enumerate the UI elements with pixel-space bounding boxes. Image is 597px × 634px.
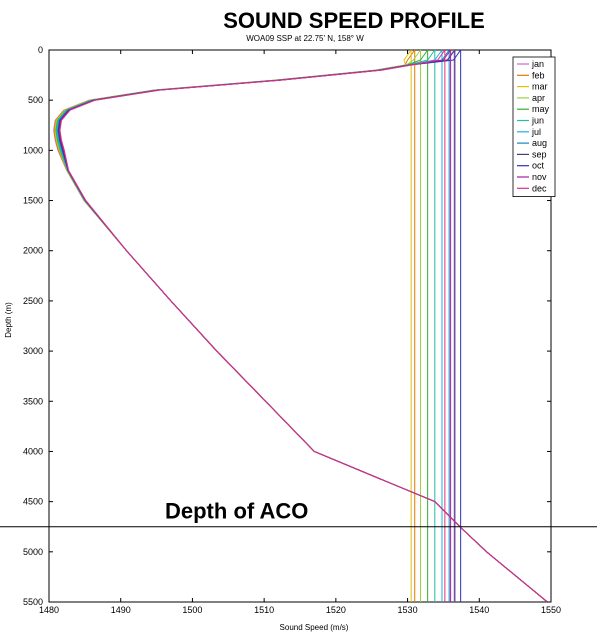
y-tick-label: 5000	[23, 547, 43, 557]
series-line-dec	[59, 49, 548, 603]
legend-label-jul: jul	[531, 127, 541, 137]
y-tick-label: 4500	[23, 497, 43, 507]
y-tick-label: 3000	[23, 346, 43, 356]
legend-label-feb: feb	[532, 70, 545, 80]
y-tick-label: 5500	[23, 597, 43, 607]
x-tick-label: 1480	[39, 605, 59, 615]
x-tick-label: 1510	[254, 605, 274, 615]
y-tick-label: 0	[38, 45, 43, 55]
y-tick-label: 3500	[23, 396, 43, 406]
legend-label-nov: nov	[532, 172, 547, 182]
legend-label-jun: jun	[531, 116, 544, 126]
legend-label-may: may	[532, 104, 550, 114]
legend-label-oct: oct	[532, 161, 545, 171]
x-tick-label: 1500	[182, 605, 202, 615]
y-tick-label: 4000	[23, 446, 43, 456]
legend-label-apr: apr	[532, 93, 545, 103]
chart-subtitle: WOA09 SSP at 22.75' N, 158° W	[246, 34, 364, 43]
legend-label-sep: sep	[532, 149, 547, 159]
legend-label-dec: dec	[532, 183, 547, 193]
y-tick-label: 1500	[23, 196, 43, 206]
x-tick-label: 1530	[398, 605, 418, 615]
legend-label-aug: aug	[532, 138, 547, 148]
x-tick-label: 1490	[111, 605, 131, 615]
aco-depth-label: Depth of ACO	[165, 499, 308, 524]
legend-box	[512, 56, 556, 198]
y-tick-label: 2500	[23, 296, 43, 306]
y-axis-label: Depth (m)	[4, 302, 13, 338]
x-tick-label: 1540	[469, 605, 489, 615]
y-tick-label: 2000	[23, 246, 43, 256]
x-axis-label: Sound Speed (m/s)	[280, 623, 349, 632]
chart-title: SOUND SPEED PROFILE	[223, 8, 485, 33]
x-tick-label: 1520	[326, 605, 346, 615]
legend-label-jan: jan	[531, 59, 544, 69]
y-tick-label: 1000	[23, 145, 43, 155]
legend-label-mar: mar	[532, 82, 548, 92]
plot-area	[48, 49, 552, 603]
y-tick-label: 500	[28, 95, 43, 105]
x-tick-label: 1550	[541, 605, 561, 615]
